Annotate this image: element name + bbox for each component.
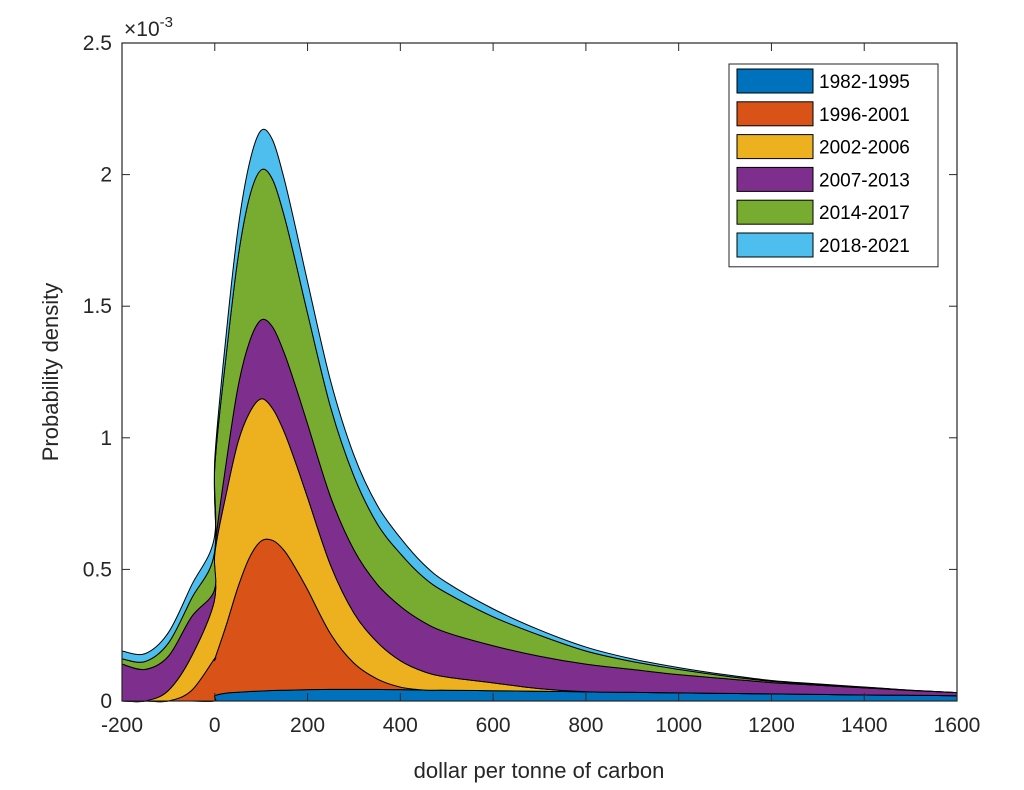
y-tick-label: 2.5 xyxy=(83,32,112,55)
x-tick-label: 1400 xyxy=(841,714,888,737)
legend-swatch xyxy=(736,232,814,258)
y-tick-label: 0.5 xyxy=(83,558,112,581)
legend-swatch xyxy=(736,68,814,94)
y-tick-label: 1.5 xyxy=(83,295,112,318)
y-exponent-label: ×10-3 xyxy=(124,14,173,41)
legend-swatch xyxy=(736,101,814,127)
x-tick-label: 1000 xyxy=(655,714,702,737)
y-exponent-power: -3 xyxy=(160,14,173,31)
y-tick-label: 1 xyxy=(100,427,112,450)
y-axis-label: Probability density xyxy=(38,283,63,462)
x-axis-label: dollar per tonne of carbon xyxy=(414,758,665,783)
y-tick-label: 2 xyxy=(100,164,112,187)
x-tick-label: 800 xyxy=(568,714,603,737)
y-exponent-base: ×10 xyxy=(124,18,160,41)
legend-entry-label: 2007-2013 xyxy=(819,170,910,191)
x-tick-label: 600 xyxy=(476,714,511,737)
legend-entry-label: 2018-2021 xyxy=(819,236,910,257)
legend-entry-label: 1996-2001 xyxy=(819,105,910,126)
x-tick-label: 1200 xyxy=(748,714,795,737)
x-tick-label: 200 xyxy=(290,714,325,737)
x-tick-label: 400 xyxy=(383,714,418,737)
x-tick-label: -200 xyxy=(101,714,143,737)
x-tick-label: 0 xyxy=(209,714,221,737)
x-tick-label: 1600 xyxy=(934,714,981,737)
plot-frame xyxy=(121,42,958,702)
legend-entry-label: 2014-2017 xyxy=(819,203,910,224)
legend-swatch xyxy=(736,166,814,192)
y-tick-label: 0 xyxy=(100,690,112,713)
legend-entry-label: 1982-1995 xyxy=(819,72,910,93)
legend-entry-label: 2002-2006 xyxy=(819,138,910,159)
legend-swatch xyxy=(736,199,814,225)
legend-swatch xyxy=(736,134,814,160)
legend: 1982-1995 1996-2001 2002-2006 2007-2013 2014… xyxy=(728,63,939,268)
axis-ticks xyxy=(121,42,958,702)
tick-labels: -200 0 200 400 600 800 1000 1200 1400 160000.511.… xyxy=(83,32,981,737)
